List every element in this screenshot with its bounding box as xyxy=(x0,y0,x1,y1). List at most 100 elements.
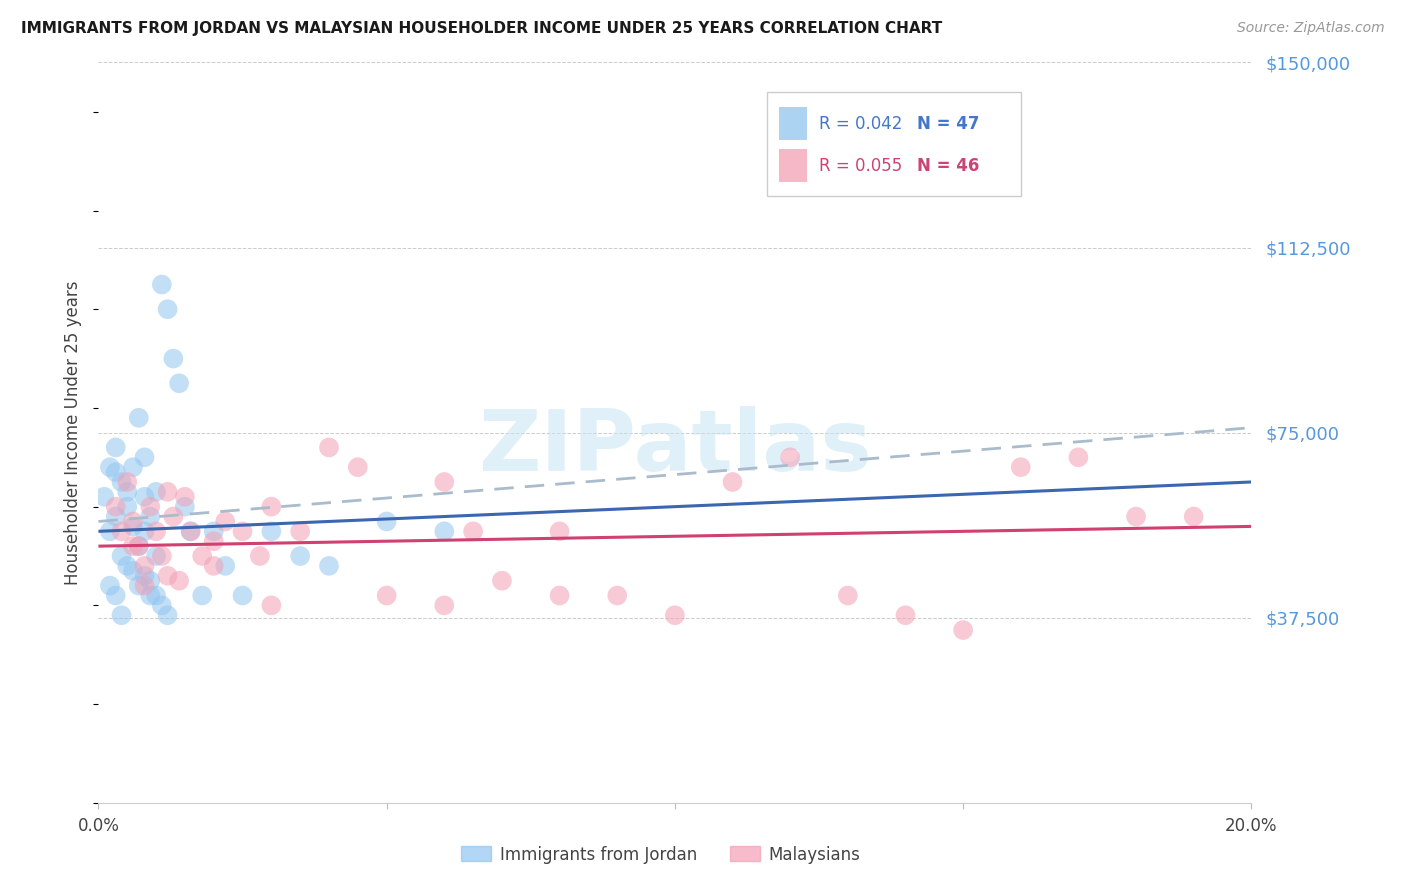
Point xyxy=(139,509,162,524)
Point xyxy=(721,475,744,489)
Point xyxy=(202,524,225,539)
Point xyxy=(128,579,150,593)
Point xyxy=(117,500,139,514)
Point xyxy=(156,302,179,317)
Text: N = 46: N = 46 xyxy=(917,157,980,175)
Point xyxy=(174,490,197,504)
Point xyxy=(110,549,132,563)
Point xyxy=(231,589,254,603)
Point xyxy=(145,524,167,539)
Bar xyxy=(779,149,807,182)
Point xyxy=(139,574,162,588)
Point xyxy=(894,608,917,623)
Point xyxy=(433,475,456,489)
Point xyxy=(145,484,167,499)
Point xyxy=(779,450,801,465)
Point xyxy=(150,549,173,563)
Point xyxy=(180,524,202,539)
Point xyxy=(122,515,145,529)
Legend: Immigrants from Jordan, Malaysians: Immigrants from Jordan, Malaysians xyxy=(454,839,868,871)
Point xyxy=(156,568,179,582)
Point xyxy=(139,500,162,514)
Point xyxy=(98,460,121,475)
Point xyxy=(375,589,398,603)
Point xyxy=(231,524,254,539)
Point xyxy=(191,549,214,563)
Point xyxy=(110,475,132,489)
Point xyxy=(214,515,236,529)
Point xyxy=(128,410,150,425)
Point xyxy=(117,558,139,573)
Point xyxy=(150,277,173,292)
Point xyxy=(156,608,179,623)
Text: N = 47: N = 47 xyxy=(917,115,980,133)
Point xyxy=(664,608,686,623)
Point xyxy=(606,589,628,603)
Point xyxy=(110,524,132,539)
Text: Source: ZipAtlas.com: Source: ZipAtlas.com xyxy=(1237,21,1385,36)
Point xyxy=(134,524,156,539)
Point xyxy=(104,589,127,603)
Point xyxy=(98,579,121,593)
Point xyxy=(214,558,236,573)
Point xyxy=(461,524,484,539)
Point xyxy=(128,539,150,553)
Point xyxy=(174,500,197,514)
Point xyxy=(139,589,162,603)
Point xyxy=(202,534,225,549)
Point xyxy=(104,441,127,455)
Point xyxy=(260,599,283,613)
Point xyxy=(150,599,173,613)
Point xyxy=(202,558,225,573)
Point xyxy=(98,524,121,539)
Point xyxy=(318,441,340,455)
Point xyxy=(837,589,859,603)
Point xyxy=(134,450,156,465)
Point xyxy=(156,484,179,499)
Text: R = 0.055: R = 0.055 xyxy=(820,157,903,175)
Point xyxy=(134,558,156,573)
Bar xyxy=(779,107,807,140)
Point xyxy=(375,515,398,529)
FancyBboxPatch shape xyxy=(768,92,1021,195)
Point xyxy=(145,589,167,603)
Point xyxy=(104,509,127,524)
Point xyxy=(128,539,150,553)
Point xyxy=(145,549,167,563)
Point xyxy=(110,608,132,623)
Point xyxy=(290,524,312,539)
Text: IMMIGRANTS FROM JORDAN VS MALAYSIAN HOUSEHOLDER INCOME UNDER 25 YEARS CORRELATIO: IMMIGRANTS FROM JORDAN VS MALAYSIAN HOUS… xyxy=(21,21,942,37)
Point xyxy=(122,539,145,553)
Point xyxy=(346,460,368,475)
Point xyxy=(433,524,456,539)
Point xyxy=(104,465,127,479)
Point xyxy=(117,484,139,499)
Text: ZIPatlas: ZIPatlas xyxy=(478,406,872,489)
Point xyxy=(1067,450,1090,465)
Point xyxy=(548,524,571,539)
Point xyxy=(260,500,283,514)
Point xyxy=(548,589,571,603)
Point xyxy=(104,500,127,514)
Point xyxy=(134,579,156,593)
Point xyxy=(122,460,145,475)
Point xyxy=(249,549,271,563)
Point xyxy=(180,524,202,539)
Point xyxy=(318,558,340,573)
Point xyxy=(167,376,190,391)
Point xyxy=(260,524,283,539)
Point xyxy=(93,490,115,504)
Point xyxy=(491,574,513,588)
Point xyxy=(122,564,145,578)
Point xyxy=(1125,509,1147,524)
Point xyxy=(1182,509,1205,524)
Text: R = 0.042: R = 0.042 xyxy=(820,115,903,133)
Point xyxy=(134,490,156,504)
Point xyxy=(952,623,974,637)
Point xyxy=(122,519,145,533)
Point xyxy=(134,568,156,582)
Point xyxy=(191,589,214,603)
Point xyxy=(1010,460,1032,475)
Point xyxy=(162,509,184,524)
Y-axis label: Householder Income Under 25 years: Householder Income Under 25 years xyxy=(65,280,83,585)
